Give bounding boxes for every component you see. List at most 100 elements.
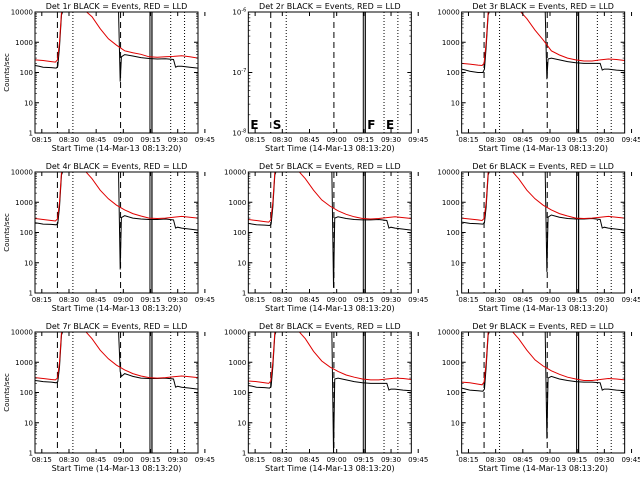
x-tick-label: 08:15 [32, 456, 52, 464]
chart-title: Det 8r BLACK = Events, RED = LLD [259, 322, 401, 331]
x-tick-label: 08:45 [513, 456, 533, 464]
x-tick-label: 09:30 [168, 296, 188, 304]
x-tick-label: 09:00 [113, 456, 133, 464]
plot-frame [34, 171, 199, 294]
y-tick-label: 100 [233, 389, 246, 397]
y-tick-label: 1000 [442, 39, 460, 47]
chart-panel: Det 9r BLACK = Events, RED = LLD 1 10 100 10… [437, 322, 640, 473]
x-tick-label: 08:30 [486, 136, 506, 144]
x-tick-label: 09:15 [140, 296, 160, 304]
x-tick-label: 09:30 [594, 296, 614, 304]
x-tick-label: 08:15 [458, 136, 478, 144]
plot-frame [461, 331, 626, 454]
corner-label: E [250, 118, 258, 132]
series-group [461, 12, 625, 80]
marker-lines [56, 12, 186, 133]
chart-title: Det 5r BLACK = Events, RED = LLD [259, 162, 401, 171]
x-tick-label: 09:45 [195, 136, 215, 144]
x-tick-label: 09:15 [567, 136, 587, 144]
marker-lines [56, 332, 186, 453]
series-line-black [35, 172, 198, 270]
y-tick-label: 10 [237, 419, 246, 427]
x-tick-label: 09:15 [567, 296, 587, 304]
series-group [248, 172, 412, 288]
series-line-black [461, 172, 625, 272]
marker-lines [56, 172, 186, 293]
series-line-black [461, 332, 625, 439]
y-tick-label: 1 [455, 290, 459, 298]
series-line-red [461, 172, 625, 222]
y-tick-label: 10000 [224, 169, 246, 177]
y-tick-label: 10000 [224, 329, 246, 337]
series-group [35, 12, 198, 82]
y-tick-label: 1 [242, 450, 246, 458]
y-axis-label: Counts/sec [3, 213, 11, 252]
x-tick-label: 08:30 [59, 136, 79, 144]
x-tick-label: 08:45 [513, 136, 533, 144]
y-tick-label: 100 [20, 69, 33, 77]
y-tick-label: 10 [24, 419, 33, 427]
x-tick-label: 08:30 [486, 456, 506, 464]
plot-frame [34, 331, 199, 454]
x-tick-label: 09:15 [354, 296, 374, 304]
y-tick-label: 10 [24, 259, 33, 267]
y-tick-label: 1000 [442, 199, 460, 207]
x-tick-label: 08:15 [458, 296, 478, 304]
chart-panel: Det 4r BLACK = Events, RED = LLD 1 10 100 10… [3, 162, 215, 313]
x-tick-label: 09:45 [195, 296, 215, 304]
x-tick-label: 09:00 [327, 296, 347, 304]
y-tick-label: 10000 [437, 169, 459, 177]
x-tick-label: 09:00 [327, 136, 347, 144]
plot-frame [461, 171, 626, 294]
x-axis-label: Start Time (14-Mar-13 08:13:20) [52, 464, 182, 473]
y-tick-label: 1 [455, 130, 459, 138]
series-group [248, 332, 412, 453]
x-tick-label: 09:45 [408, 136, 428, 144]
y-tick-label: 1000 [229, 199, 247, 207]
x-tick-label: 08:15 [32, 296, 52, 304]
y-axis-label: Counts/sec [3, 373, 11, 412]
x-tick-label: 09:30 [168, 456, 188, 464]
series-line-black [461, 12, 625, 80]
x-tick-label: 08:30 [486, 296, 506, 304]
x-tick-label: 09:30 [381, 296, 401, 304]
x-tick-label: 08:15 [458, 456, 478, 464]
chart-title: Det 6r BLACK = Events, RED = LLD [472, 162, 614, 171]
x-tick-label: 08:45 [86, 136, 106, 144]
series-group [35, 172, 198, 270]
x-tick-label: 08:30 [272, 136, 292, 144]
marker-lines [270, 172, 399, 293]
x-tick-label: 09:30 [594, 456, 614, 464]
series-line-red [248, 332, 412, 384]
x-tick-label: 08:45 [86, 296, 106, 304]
x-tick-label: 09:00 [540, 136, 560, 144]
series-line-black [248, 172, 412, 288]
x-tick-label: 09:00 [540, 456, 560, 464]
chart-panel: Det 8r BLACK = Events, RED = LLD 1 10 100 10… [224, 322, 428, 473]
marker-lines [270, 332, 399, 453]
marker-lines [483, 12, 612, 133]
chart-panel: Det 6r BLACK = Events, RED = LLD 1 10 100 10… [437, 162, 640, 313]
x-tick-label: 09:30 [381, 136, 401, 144]
x-tick-label: 09:00 [113, 296, 133, 304]
y-tick-label: 10-6 [232, 8, 246, 17]
plot-frame [461, 11, 626, 134]
y-tick-label: 10 [451, 259, 460, 267]
series-line-black [35, 332, 198, 390]
x-tick-label: 08:30 [272, 296, 292, 304]
y-tick-label: 100 [20, 389, 33, 397]
series-group [461, 172, 625, 272]
y-tick-label: 100 [233, 229, 246, 237]
y-tick-label: 10-7 [232, 68, 246, 77]
x-tick-label: 09:15 [354, 136, 374, 144]
marker-label: E [386, 118, 394, 132]
x-tick-label: 09:45 [621, 136, 640, 144]
x-tick-label: 08:45 [299, 296, 319, 304]
x-tick-label: 09:00 [327, 456, 347, 464]
chart-title: Det 7r BLACK = Events, RED = LLD [46, 322, 188, 331]
x-tick-label: 09:00 [540, 296, 560, 304]
y-tick-label: 10 [451, 419, 460, 427]
x-axis-label: Start Time (14-Mar-13 08:13:20) [265, 304, 395, 313]
marker-label: S [273, 118, 282, 132]
